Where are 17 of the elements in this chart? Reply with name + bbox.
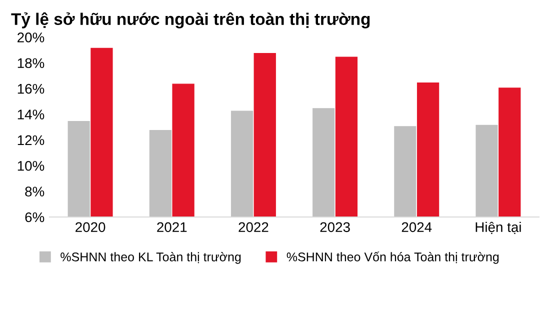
y-tick-label: 20% xyxy=(18,32,44,42)
y-tick-label: 18% xyxy=(18,58,44,68)
chart-title: Tỷ lệ sở hữu nước ngoài trên toàn thị trường xyxy=(11,12,370,28)
x-tick-label: 2020 xyxy=(76,222,106,232)
x-tick-label: 2024 xyxy=(402,222,432,232)
y-tick-label: 6% xyxy=(25,212,44,222)
x-tick-label: 2022 xyxy=(238,222,268,232)
y-tick-label: 12% xyxy=(18,135,44,146)
x-tick-label: 2021 xyxy=(157,222,187,232)
legend-label: %SHNN theo Vốn hóa Toàn thị trường xyxy=(286,252,499,264)
y-tick-label: 14% xyxy=(18,110,44,120)
y-tick-label: 10% xyxy=(18,160,44,171)
y-tick-label: 16% xyxy=(18,84,44,94)
x-tick-label: Hiện tại xyxy=(476,222,521,234)
legend-label: %SHNN theo KL Toàn thị trường xyxy=(60,252,241,264)
x-tick-label: 2023 xyxy=(320,222,350,232)
y-tick-label: 8% xyxy=(25,186,44,196)
